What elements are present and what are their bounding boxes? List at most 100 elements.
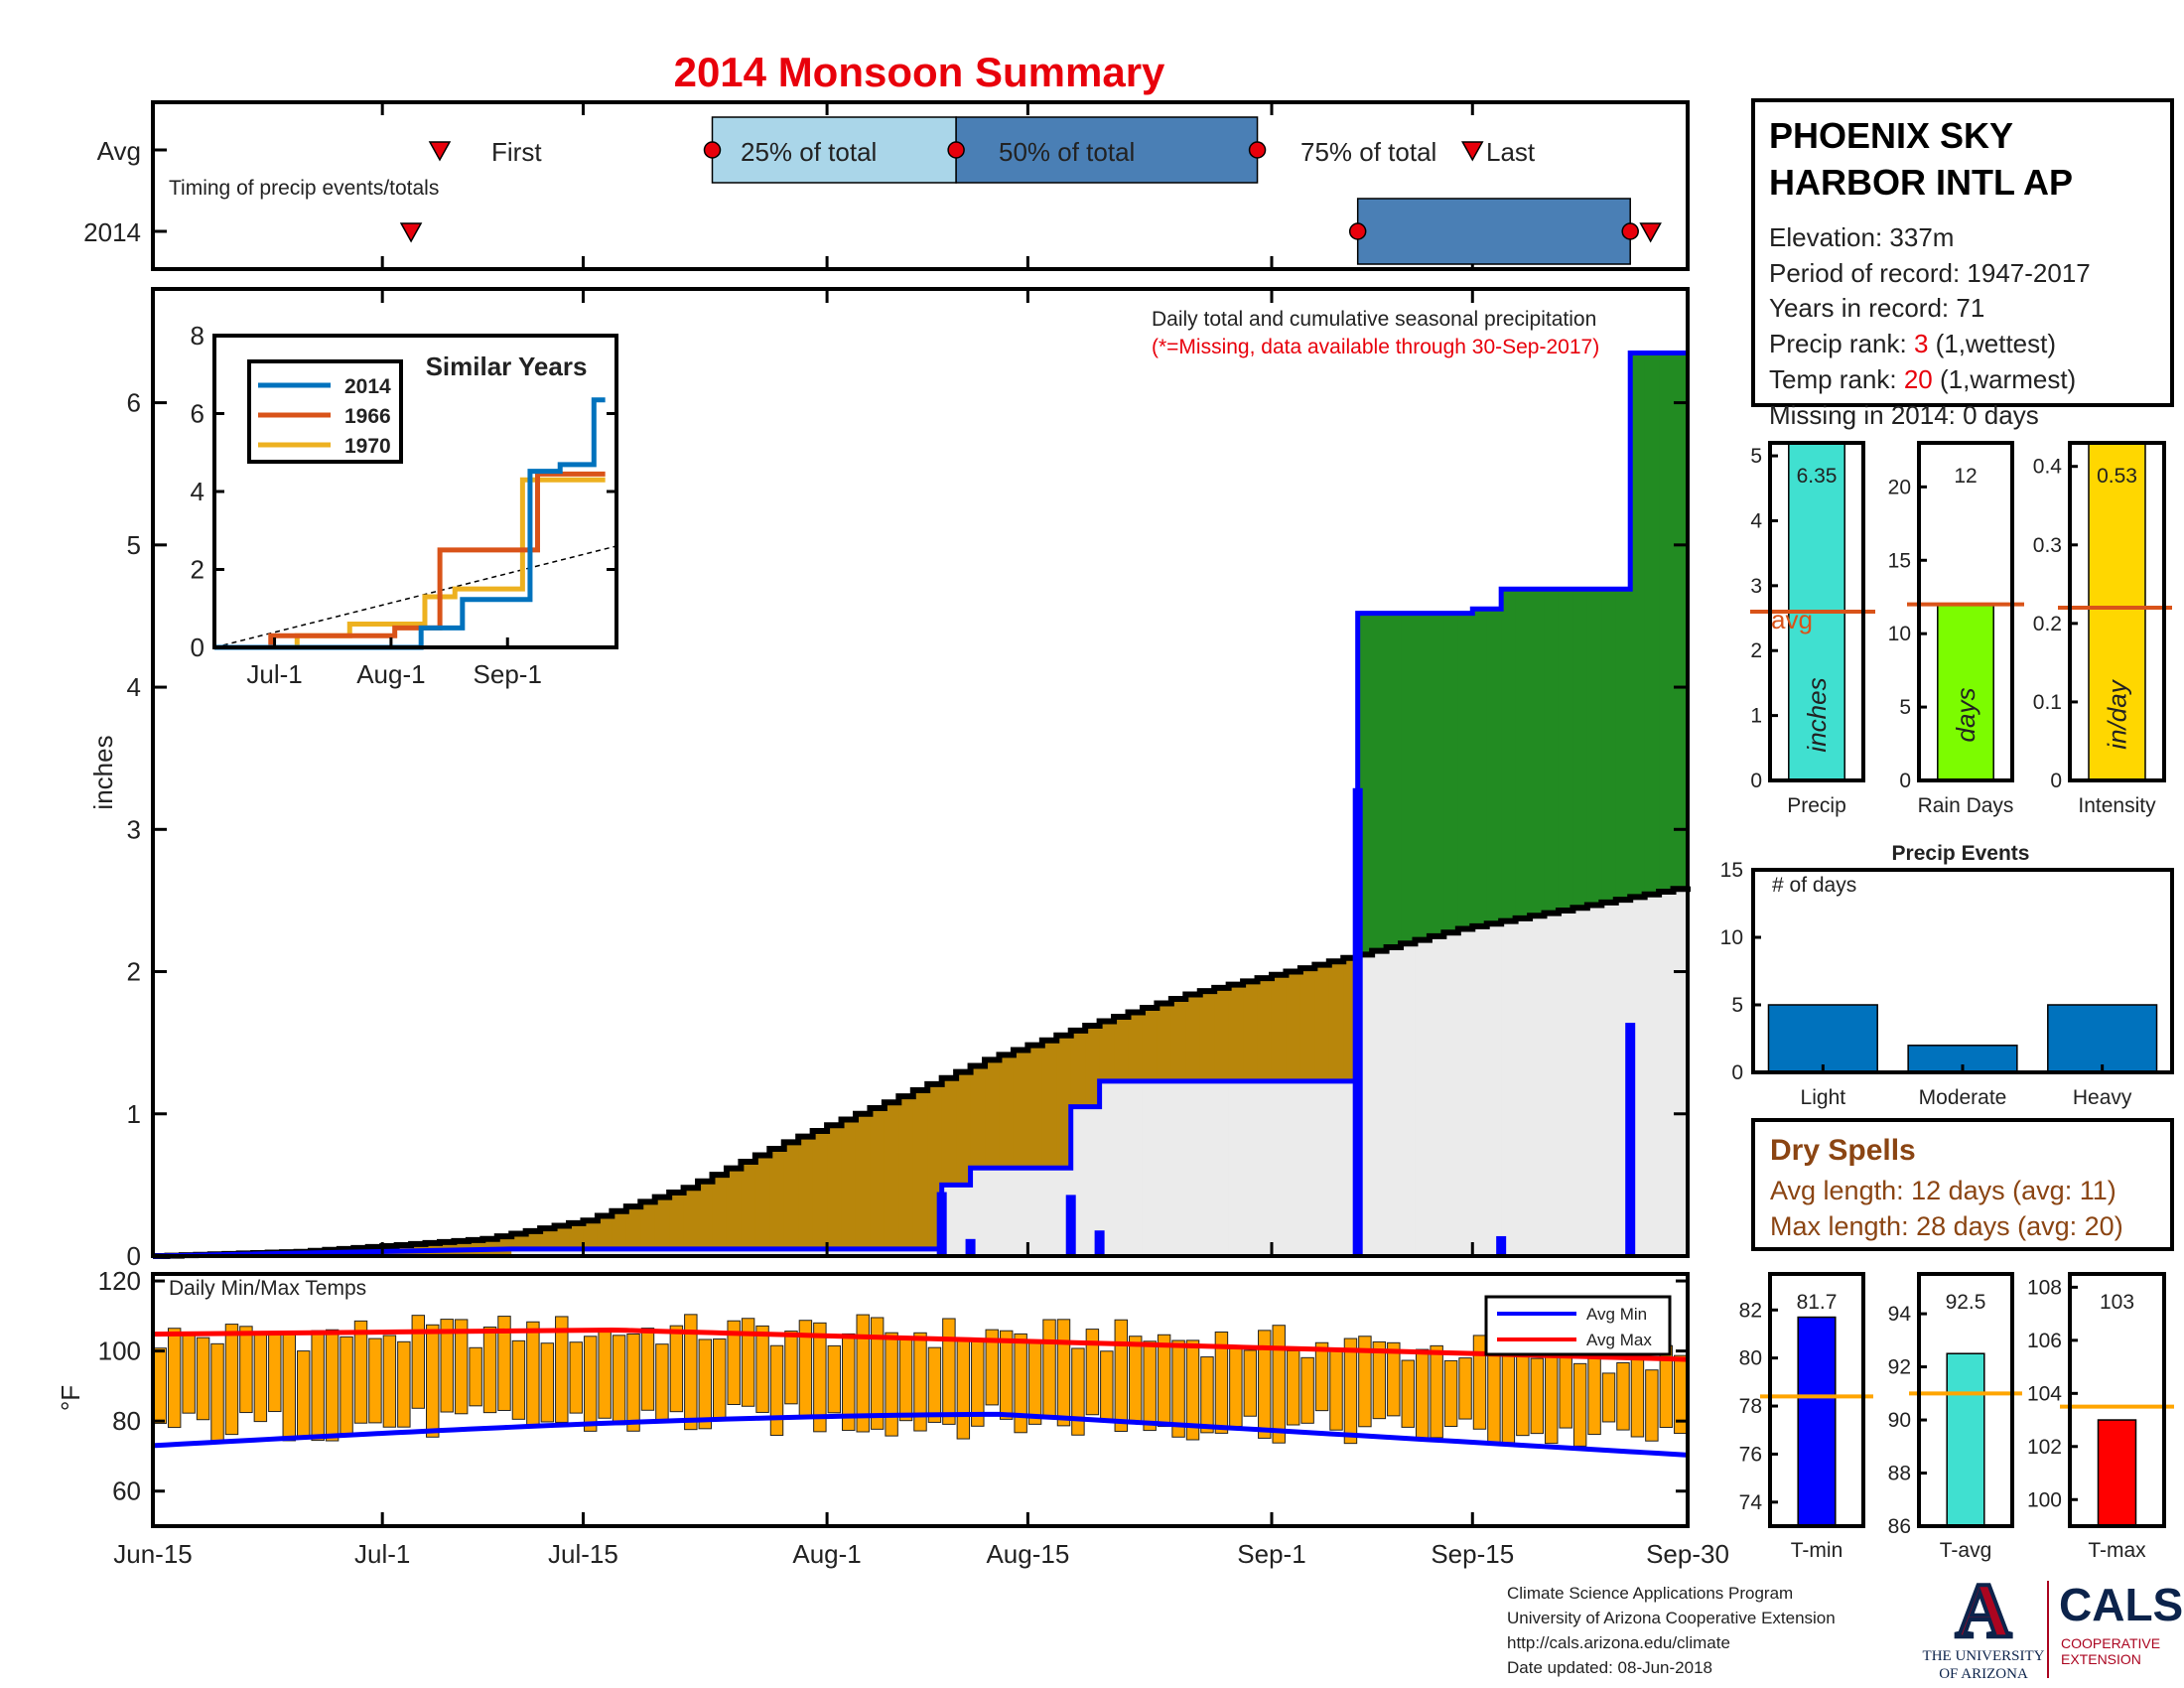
base-fill: [1114, 1080, 1130, 1256]
summary-y-tick-label: 4: [1750, 509, 1762, 532]
temp-y-tick-label: 86: [1888, 1515, 1911, 1538]
precip-missing-note: (*=Missing, data available through 30-Se…: [1152, 336, 1599, 358]
above-avg-fill: [1659, 352, 1675, 892]
below-avg-fill: [712, 1175, 728, 1249]
below-avg-fill: [941, 1077, 957, 1186]
below-avg-fill: [812, 1130, 828, 1249]
daily-temp-bar: [1458, 1357, 1472, 1420]
base-fill: [1128, 1080, 1144, 1256]
station-name-line2: HARBOR INTL AP: [1769, 162, 2073, 203]
base-fill: [1271, 1080, 1288, 1256]
inset-average-line: [213, 545, 617, 648]
legend-avg-max: Avg Max: [1586, 1331, 1652, 1349]
daily-temp-bar: [927, 1346, 942, 1423]
base-fill: [783, 1248, 799, 1256]
daily-temp-bar: [340, 1336, 353, 1435]
daily-temp-bar: [1387, 1341, 1401, 1417]
daily-temp-bar: [1071, 1347, 1085, 1436]
station-info: PHOENIX SKY HARBOR INTL AP Elevation: 33…: [1751, 98, 2174, 430]
cumulative-2014-line: [152, 350, 1688, 1259]
temp-y-tick-label: 94: [1888, 1303, 1912, 1326]
temps-title: Daily Min/Max Temps: [169, 1277, 366, 1300]
below-avg-fill: [1157, 1003, 1172, 1081]
base-fill: [1558, 910, 1574, 1256]
station-temp-rank: Temp rank: 20 (1,warmest): [1769, 364, 2076, 394]
inset-x-tick-label: Jul-1: [246, 659, 302, 689]
base-fill: [1386, 946, 1402, 1256]
base-fill: [1243, 1080, 1259, 1256]
temps-legend-box: [1484, 1295, 1672, 1356]
base-fill: [554, 1248, 570, 1256]
daily-temp-bar: [784, 1331, 798, 1405]
summary-frame: [1768, 441, 1865, 782]
summary-y-tick-label: 3: [1750, 575, 1762, 598]
above-avg-fill: [1401, 613, 1417, 944]
daily-temp-bar: [999, 1330, 1014, 1420]
inset-y-tick-label: 8: [191, 321, 205, 351]
base-fill: [754, 1248, 770, 1256]
base-fill: [1157, 1080, 1172, 1256]
above-avg-fill: [1457, 613, 1473, 929]
base-fill: [625, 1248, 641, 1256]
precip-y-tick-label: 5: [127, 530, 141, 560]
daily-temp-bar: [411, 1315, 426, 1409]
year-p25-marker: [1348, 222, 1367, 240]
base-fill: [827, 1248, 843, 1256]
temp-y-tick-label: 100: [2027, 1488, 2062, 1511]
dry-spells-panel: Dry Spells Avg length: 12 days (avg: 11)…: [1751, 1118, 2174, 1251]
base-fill: [1085, 1106, 1101, 1256]
temp-bar: [2097, 1419, 2137, 1527]
university-a-logo-icon: A: [1956, 1567, 2011, 1653]
daily-temp-bar: [1085, 1329, 1100, 1416]
temp-y-tick-label: 104: [2027, 1382, 2062, 1405]
date-tick-label: Aug-1: [792, 1539, 861, 1569]
daily-temp-bar: [440, 1319, 454, 1413]
below-avg-fill: [1286, 971, 1301, 1081]
temps-panel: 60 80 100 120 Jun-15 Jul-1 Jul-15 Aug-1 Aug-15 S…: [56, 1266, 1729, 1569]
dry-spells-max-length: Max length: 28 days (avg: 20): [1770, 1211, 2123, 1241]
summary-bar-panel-intensity: 0 0.1 0.2 0.3 0.4 0.53 in/day Intensity: [2033, 441, 2172, 817]
daily-temp-bar: [1100, 1350, 1114, 1421]
above-avg-fill: [1472, 609, 1488, 926]
avg-p75-marker: [1248, 141, 1267, 159]
above-avg-fill: [1486, 609, 1502, 924]
base-fill: [698, 1248, 714, 1256]
temp-y-tick-label: 74: [1739, 1491, 1763, 1514]
timing-panel: Avg 2014 Timing of precip events/totals …: [83, 100, 1690, 271]
temp-bar: [1797, 1316, 1837, 1527]
below-avg-fill: [970, 1065, 986, 1169]
daily-temp-bar: [482, 1327, 497, 1414]
below-avg-fill: [1185, 994, 1201, 1081]
events-category-label: Heavy: [2073, 1086, 2132, 1109]
station-box: [1751, 98, 2174, 407]
timing-last-label: Last: [1486, 137, 1536, 167]
timing-p25-label: 25% of total: [741, 137, 877, 167]
base-fill: [1443, 932, 1459, 1256]
precip-y-ticks: 0 1 2 3 4 5 6: [127, 388, 1688, 1271]
daily-temp-bar: [397, 1340, 411, 1428]
below-avg-fill: [612, 1210, 627, 1249]
daily-temp-bar: [167, 1328, 182, 1429]
daily-temp-bar: [1300, 1356, 1314, 1424]
avg-min-line: [152, 1411, 1689, 1458]
base-fill: [1286, 1080, 1301, 1256]
base-fill: [1472, 925, 1488, 1256]
precip-y-tick-label: 1: [127, 1099, 141, 1129]
base-fill: [769, 1248, 785, 1256]
daily-temp-bar: [325, 1329, 340, 1442]
daily-temp-bar: [426, 1324, 440, 1438]
base-fill: [1185, 1080, 1201, 1256]
events-frame: [1751, 868, 2174, 1074]
temps-y-tick-label: 120: [98, 1266, 141, 1296]
daily-temp-bar: [555, 1316, 569, 1423]
date-tick-label: Sep-1: [1237, 1539, 1305, 1569]
base-fill: [1415, 939, 1431, 1256]
above-avg-fill: [1615, 589, 1631, 901]
daily-temp-bar: [368, 1337, 382, 1424]
daily-temp-bar: [1401, 1359, 1415, 1428]
below-avg-fill: [754, 1155, 770, 1249]
daily-temp-bar: [1587, 1352, 1601, 1436]
above-avg-fill: [1386, 613, 1402, 947]
